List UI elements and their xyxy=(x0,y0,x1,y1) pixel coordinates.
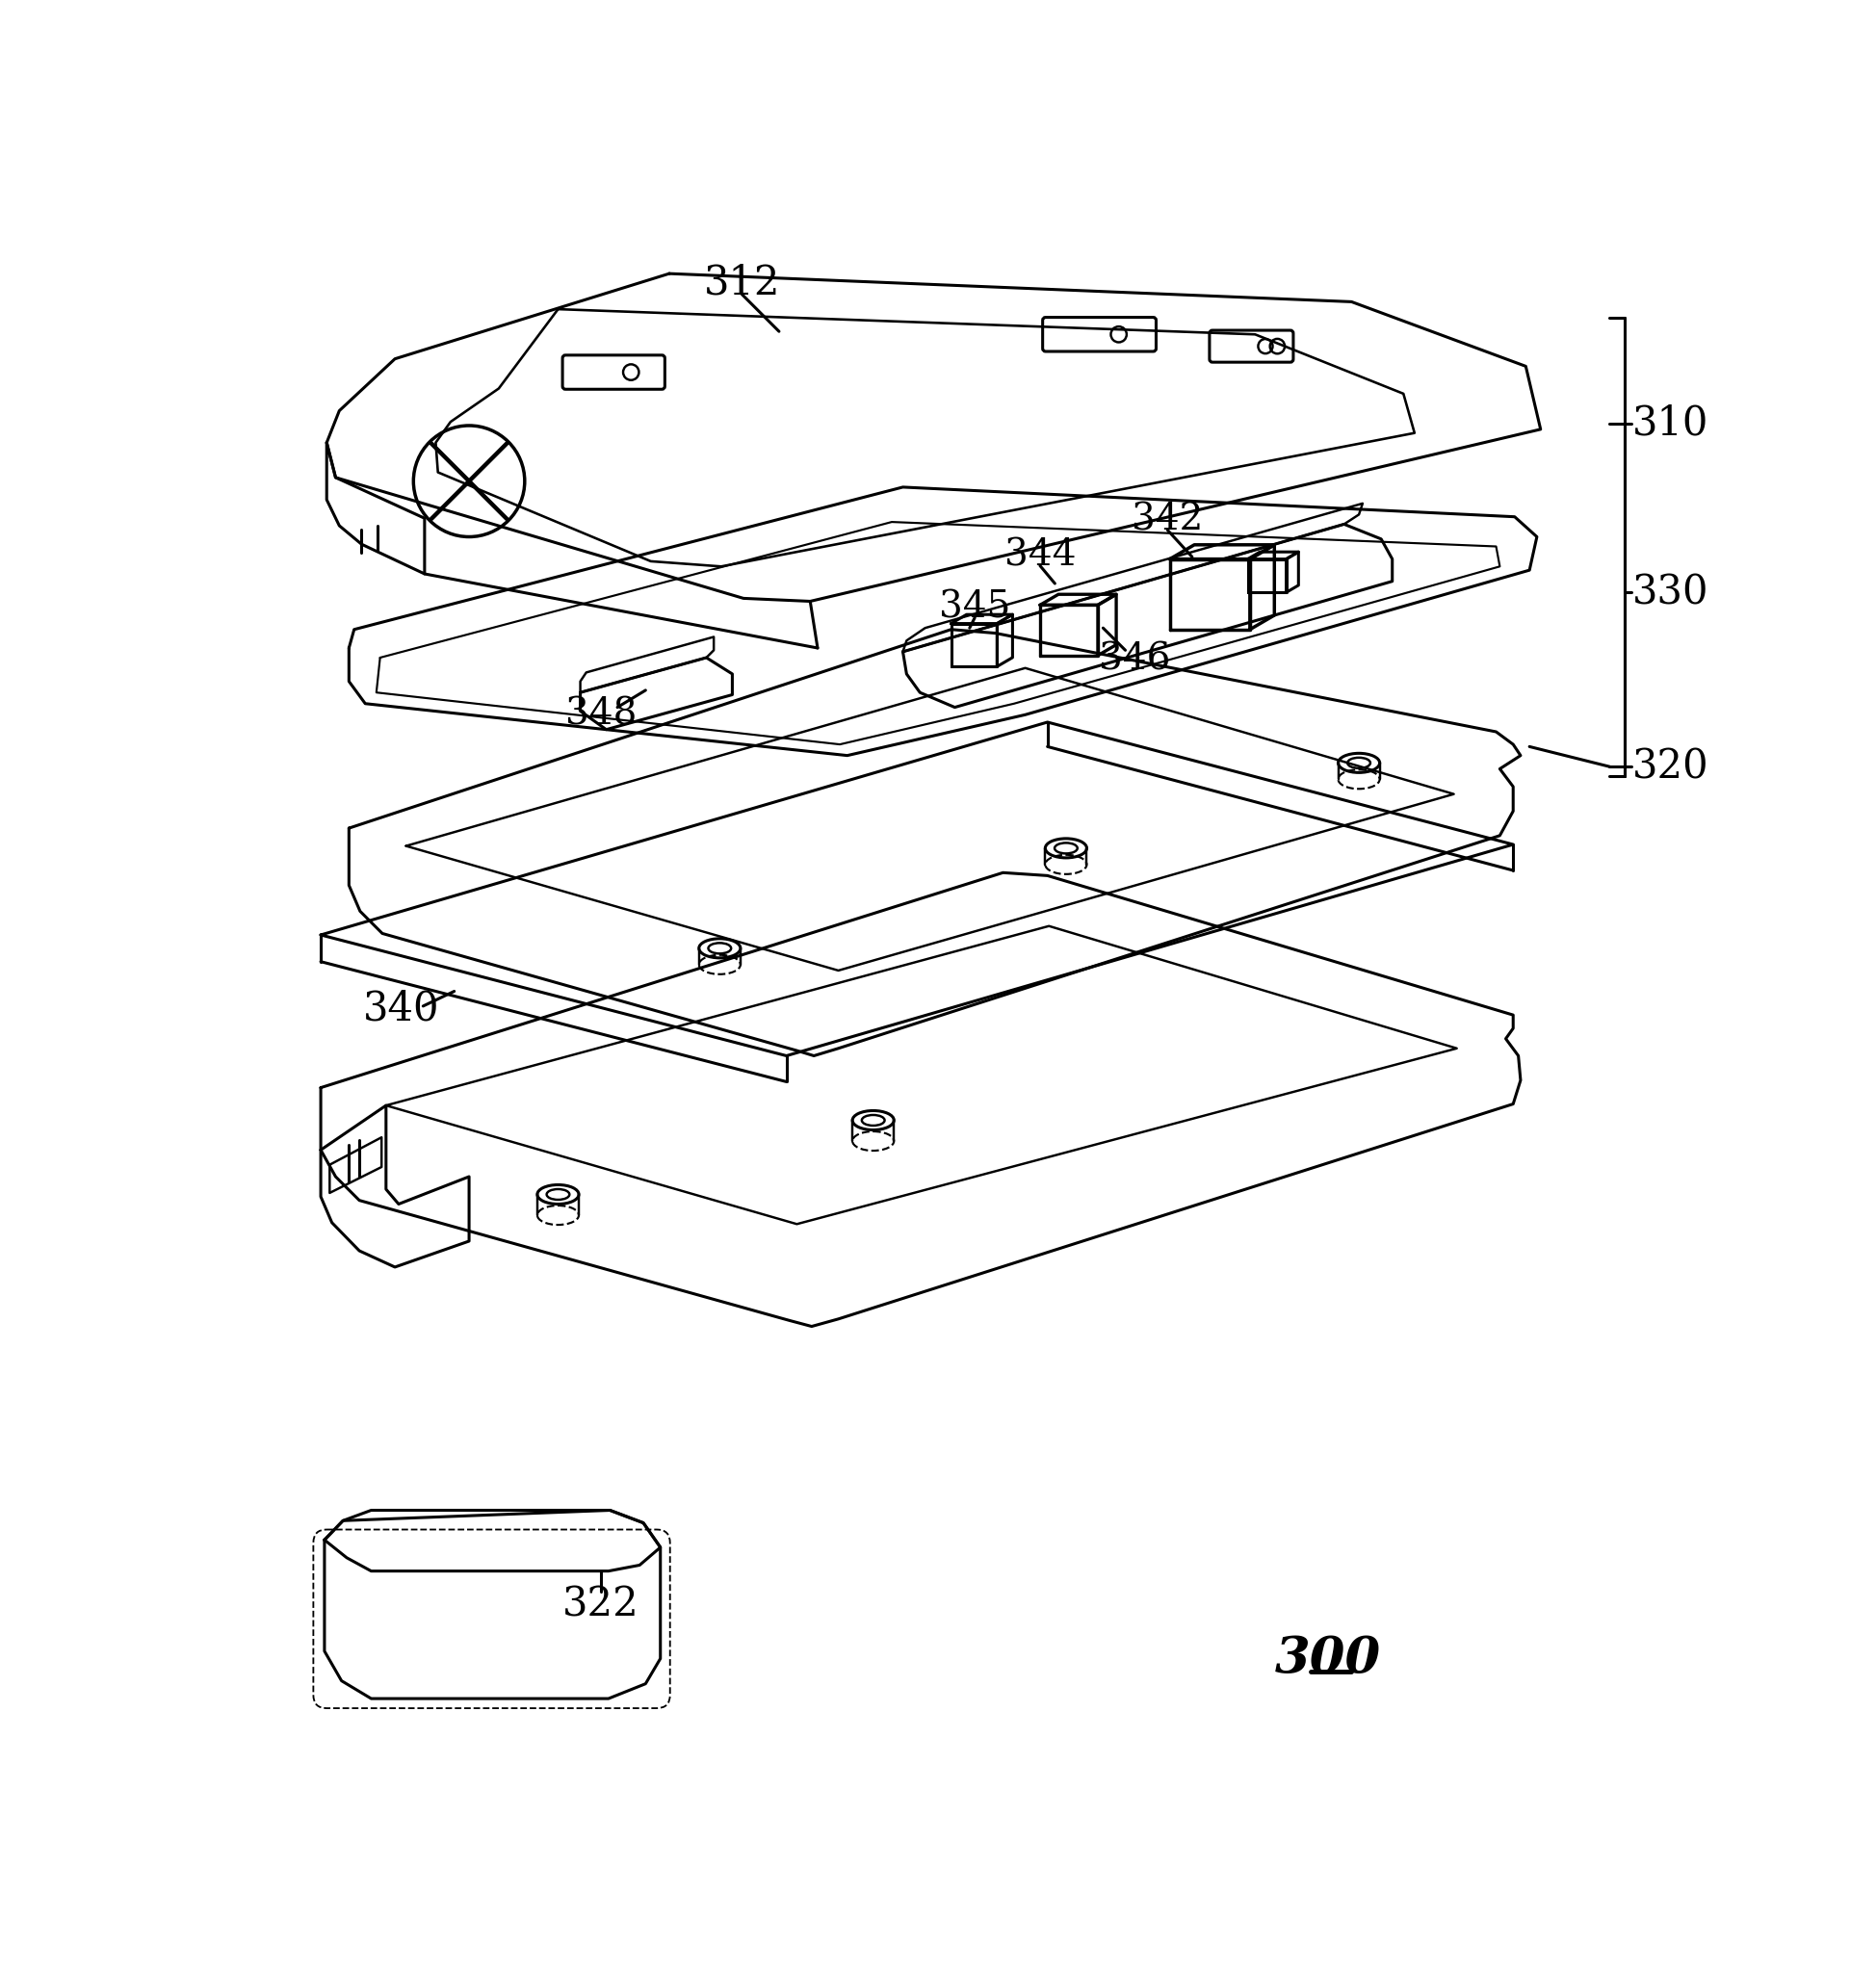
Text: 344: 344 xyxy=(1004,538,1077,574)
Text: 348: 348 xyxy=(565,698,636,733)
Text: 300: 300 xyxy=(1274,1634,1381,1683)
Text: 340: 340 xyxy=(362,989,439,1029)
Text: 322: 322 xyxy=(563,1585,640,1624)
Text: 342: 342 xyxy=(1131,503,1203,538)
Text: 345: 345 xyxy=(940,589,1011,625)
Text: 330: 330 xyxy=(1632,572,1709,613)
Text: 346: 346 xyxy=(1099,641,1171,676)
Text: 320: 320 xyxy=(1632,747,1709,786)
Text: 310: 310 xyxy=(1632,404,1709,443)
Text: 312: 312 xyxy=(704,262,780,304)
